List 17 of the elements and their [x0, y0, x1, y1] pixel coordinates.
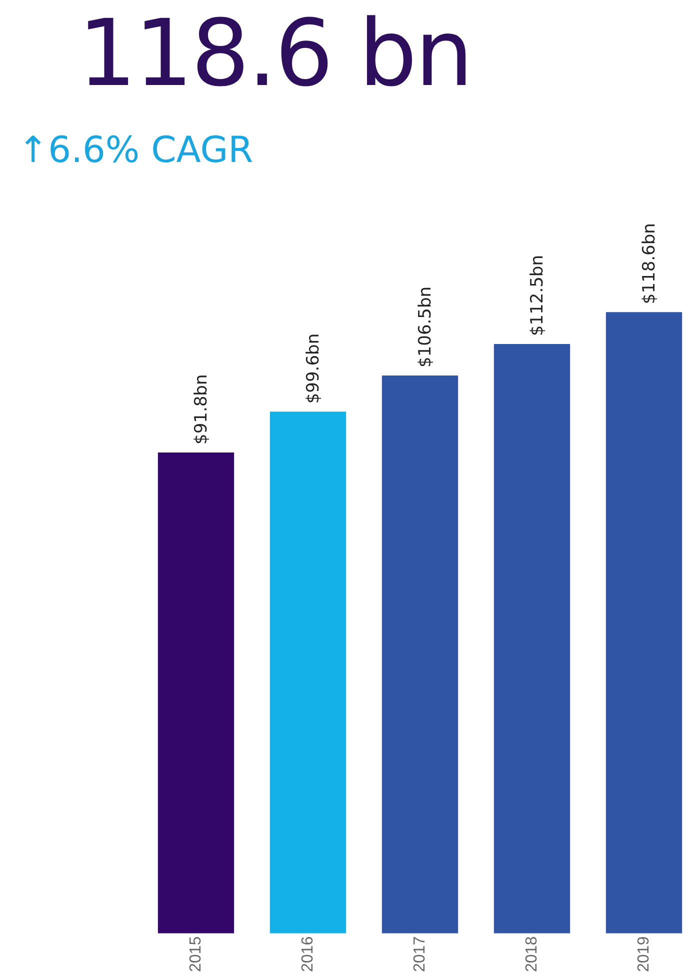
data-label: $91.8bn — [191, 374, 212, 444]
bar — [158, 452, 234, 934]
chart-subtitle: ↑6.6% CAGR — [18, 130, 254, 171]
data-label: $106.5bn — [415, 286, 436, 368]
data-label: $118.6bn — [639, 223, 660, 304]
bar — [270, 412, 346, 934]
bar — [606, 312, 682, 934]
x-tick-label: 2018 — [523, 936, 540, 972]
x-tick-label: 2015 — [187, 936, 204, 972]
bar — [382, 375, 458, 934]
data-label: $112.5bn — [527, 255, 548, 336]
data-label: $99.6bn — [303, 333, 324, 404]
x-tick-label: 2019 — [635, 936, 652, 972]
chart-title: 118.6 bn — [78, 0, 472, 107]
bar — [494, 344, 570, 934]
x-tick-label: 2016 — [299, 936, 316, 972]
x-tick-label: 2017 — [411, 936, 428, 972]
